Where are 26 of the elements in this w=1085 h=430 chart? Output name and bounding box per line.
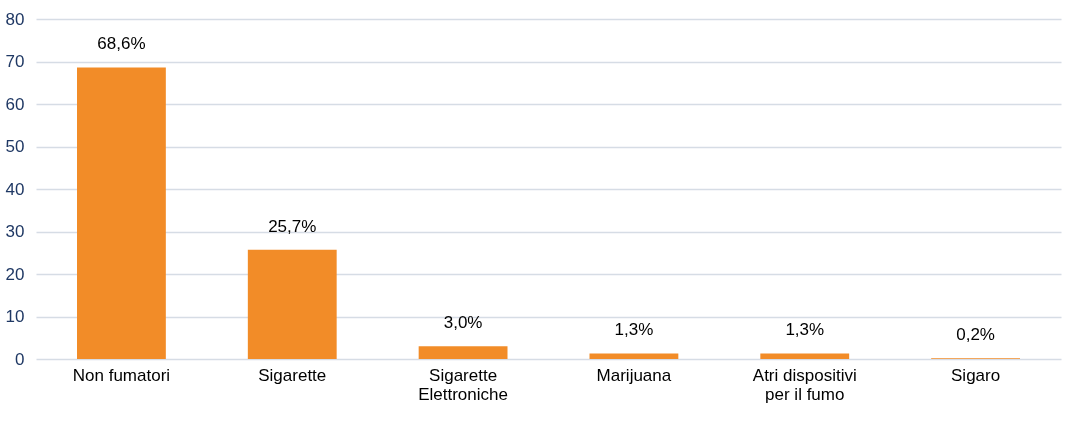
data-label: 25,7% [268,216,317,236]
bar [418,346,508,359]
y-tick-label: 70 [5,52,25,71]
bar [247,249,337,359]
x-tick-label: Sigarette [258,365,327,385]
bar [760,353,850,359]
x-tick-label: Sigarette Elettroniche [418,365,508,404]
y-tick-label: 0 [15,349,25,369]
bar [589,353,679,359]
bar [77,67,166,359]
y-tick-label: 80 [5,9,25,29]
y-tick-label: 60 [5,94,25,114]
x-tick-label: Sigaro [951,365,1001,385]
y-tick-label: 40 [5,179,25,199]
y-tick-label: 30 [5,222,25,241]
x-tick-label: Non fumatori [72,365,171,385]
y-tick-label: 10 [5,307,25,326]
x-tick-label: Atri dispositivi per il fumo [752,365,857,404]
data-label: 1,3% [785,320,825,340]
x-tick-label: Marijuana [596,365,672,385]
y-tick-label: 20 [5,264,25,284]
data-label: 68,6% [97,34,146,54]
data-label: 3,0% [443,313,483,333]
data-label: 1,3% [614,320,654,340]
data-label: 0,2% [956,325,995,345]
y-tick-label: 50 [5,137,25,156]
